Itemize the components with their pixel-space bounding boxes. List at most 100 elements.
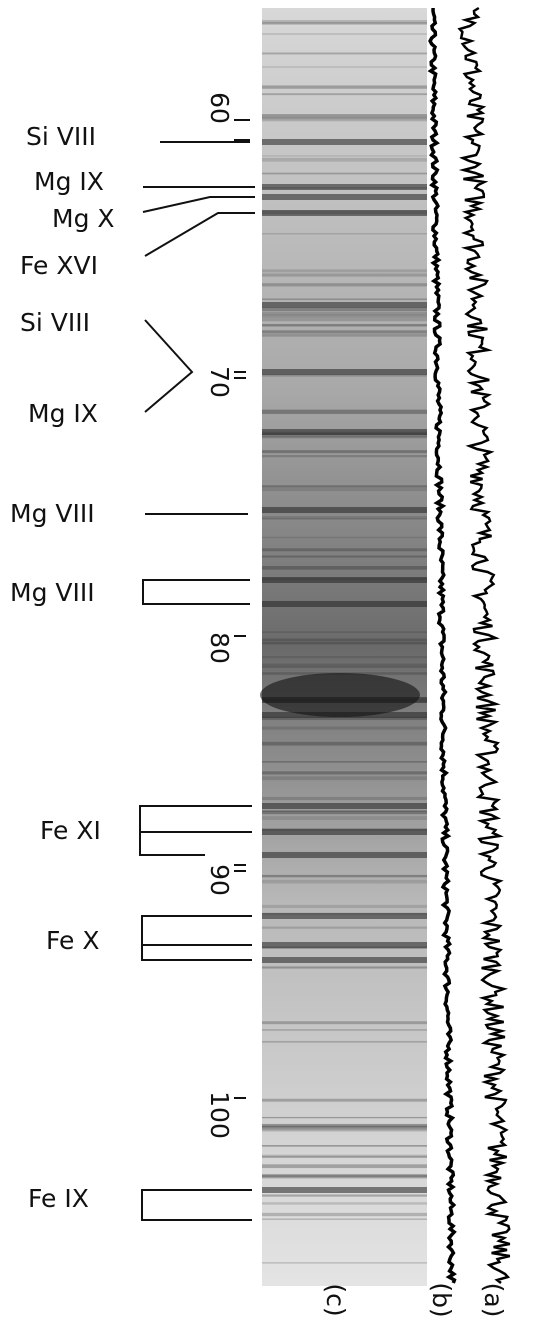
trace-label: (b) — [427, 1282, 456, 1317]
tick — [234, 119, 250, 141]
plate-line — [262, 157, 427, 162]
plate-line — [262, 796, 427, 801]
plate-line — [262, 369, 427, 375]
plate-line — [262, 117, 427, 122]
plate-line — [262, 1218, 427, 1220]
plate-line — [262, 194, 427, 200]
plate-line — [262, 555, 427, 558]
ion-label: Si VIII — [26, 122, 96, 151]
ion-label: Mg X — [52, 204, 115, 233]
plate-line — [262, 330, 427, 334]
plate-line — [262, 431, 427, 435]
plate-line — [262, 433, 427, 436]
bracket — [141, 915, 252, 961]
plate-line — [262, 374, 427, 377]
traces — [427, 6, 511, 1284]
plate-line — [262, 93, 427, 96]
plate-line — [262, 904, 427, 908]
plate-line — [262, 631, 427, 633]
ion-label: Fe XI — [40, 816, 101, 845]
plate-line — [262, 741, 427, 746]
bracket — [142, 579, 250, 605]
plate-line — [262, 566, 427, 570]
trace-label: (c) — [321, 1283, 350, 1316]
tick-label: 80 — [205, 632, 234, 664]
ion-label: Mg VIII — [10, 578, 95, 607]
plate-line — [262, 776, 427, 781]
plate-line — [262, 1194, 427, 1197]
plate-line — [262, 1212, 427, 1217]
tick-label: 90 — [205, 864, 234, 896]
plate-line — [262, 601, 427, 607]
line-ids: Si VIII Mg IX Mg X Fe XVI Si VIII Mg IX … — [10, 122, 255, 1221]
ion-label: Si VIII — [20, 308, 90, 337]
plate-line — [262, 409, 427, 414]
plate-line — [262, 1154, 427, 1158]
plate-line — [262, 233, 427, 235]
plate-line — [262, 1262, 427, 1264]
plate-line — [262, 139, 427, 145]
plate-line — [262, 1040, 427, 1043]
ion-label: Fe IX — [28, 1184, 89, 1213]
plate-line — [262, 311, 427, 316]
plate-line — [262, 663, 427, 666]
plate-line — [262, 450, 427, 454]
plate-line — [262, 117, 427, 120]
plate-line — [262, 852, 427, 858]
plate-line — [262, 507, 427, 513]
plate-line — [262, 85, 427, 89]
plate-line — [262, 942, 427, 948]
plate-line — [262, 20, 427, 24]
plate-line — [262, 324, 427, 327]
plate-line — [262, 485, 427, 488]
bracket — [141, 1189, 252, 1221]
plate-line — [262, 716, 427, 720]
plate-line — [262, 946, 427, 949]
plate-line — [262, 210, 427, 216]
bracket — [139, 805, 252, 856]
plate-line — [262, 816, 427, 820]
plate-line — [262, 435, 427, 439]
leader — [142, 196, 255, 213]
plate-blob — [260, 673, 420, 717]
plate-line — [262, 172, 427, 175]
plate-line — [262, 435, 427, 437]
plate-line — [262, 184, 427, 190]
ion-label: Mg IX — [34, 167, 104, 196]
plate-line — [262, 516, 427, 519]
plate-line — [262, 298, 427, 301]
ion-label: Fe X — [46, 926, 99, 955]
plate-line — [262, 913, 427, 919]
tick-label: 100 — [205, 1091, 234, 1139]
plate-line — [262, 283, 427, 287]
wavelength-scale: 60 70 80 90 100 — [205, 92, 250, 1139]
plate-line — [262, 926, 427, 929]
tick — [234, 371, 246, 379]
tick-label: 70 — [205, 366, 234, 398]
plate-line — [262, 577, 427, 583]
plate-line — [262, 1021, 427, 1025]
trace — [457, 6, 511, 1284]
plate-line — [262, 1098, 427, 1102]
plate-line — [262, 810, 427, 815]
plate-line — [262, 1156, 427, 1158]
plate-line — [262, 803, 427, 809]
plate-line — [262, 656, 427, 659]
plate-line — [262, 912, 427, 916]
plate-line — [262, 1116, 427, 1119]
plate-line — [262, 1145, 427, 1147]
plate-line — [262, 66, 427, 68]
plate-line — [262, 1128, 427, 1132]
plate-line — [262, 269, 427, 273]
plate-line — [262, 1125, 427, 1130]
plate-line — [262, 487, 427, 492]
plate-line — [262, 1029, 427, 1031]
plate-line — [262, 302, 427, 308]
plate-line — [262, 810, 427, 812]
plate-line — [262, 413, 427, 415]
plate-line — [262, 33, 427, 35]
plate-line — [262, 828, 427, 831]
plate-line — [262, 155, 427, 157]
plate-line — [262, 333, 427, 337]
